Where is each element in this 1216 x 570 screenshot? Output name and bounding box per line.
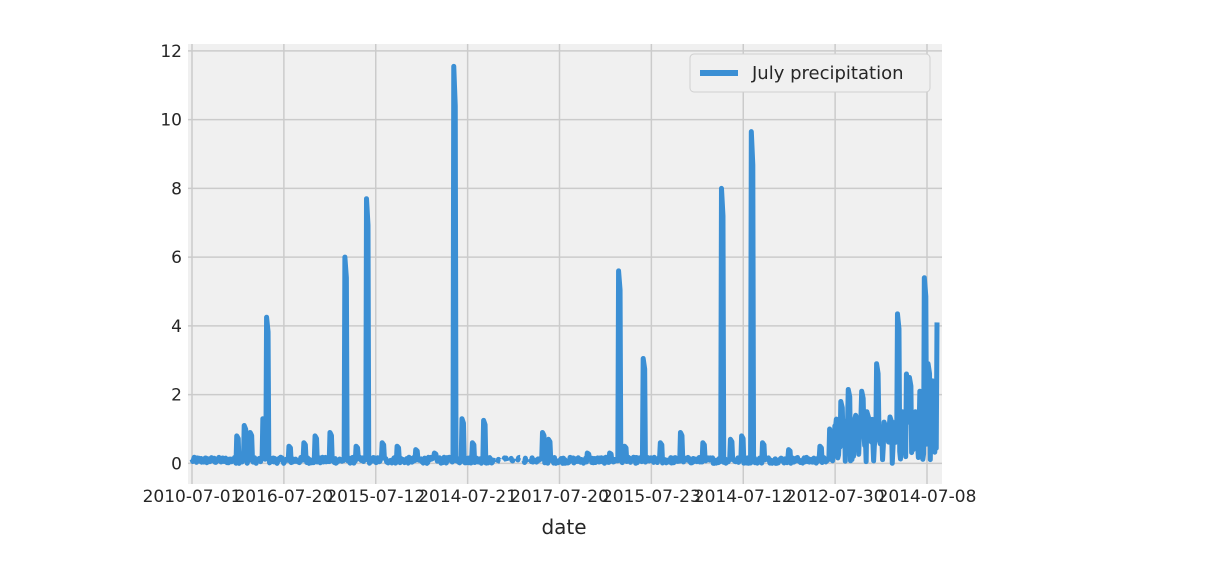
y-tick-label: 6 bbox=[171, 248, 182, 268]
x-tick-label: 2012-07-30 bbox=[786, 487, 885, 507]
x-axis-label: date bbox=[541, 515, 586, 539]
series-line-july-precipitation bbox=[189, 63, 940, 466]
y-tick-label: 2 bbox=[171, 386, 182, 406]
x-tick-label: 2014-07-12 bbox=[694, 487, 793, 507]
grid bbox=[188, 44, 942, 484]
plot-background bbox=[188, 44, 942, 484]
x-tick-label: 2010-07-01 bbox=[143, 487, 242, 507]
y-tick-label: 10 bbox=[160, 111, 182, 131]
legend-box bbox=[689, 53, 931, 93]
series-layer bbox=[189, 63, 940, 466]
x-tick-label: 2014-07-08 bbox=[878, 487, 977, 507]
x-tick-label: 2015-07-23 bbox=[602, 487, 701, 507]
x-tick-labels: 2010-07-012016-07-202015-07-122014-07-21… bbox=[143, 487, 977, 507]
y-tick-label: 4 bbox=[171, 317, 182, 337]
legend: July precipitation bbox=[689, 53, 931, 93]
y-tick-label: 0 bbox=[171, 454, 182, 474]
legend-label: July precipitation bbox=[751, 63, 904, 84]
y-tick-label: 8 bbox=[171, 179, 182, 199]
x-tick-label: 2015-07-12 bbox=[326, 487, 425, 507]
y-tick-labels: 0 2 4 6 8 10 12 bbox=[160, 42, 182, 475]
x-tick-label: 2014-07-21 bbox=[418, 487, 517, 507]
x-tick-label: 2017-07-20 bbox=[510, 487, 609, 507]
x-tick-label: 2016-07-20 bbox=[234, 487, 333, 507]
y-tick-label: 12 bbox=[160, 42, 182, 62]
